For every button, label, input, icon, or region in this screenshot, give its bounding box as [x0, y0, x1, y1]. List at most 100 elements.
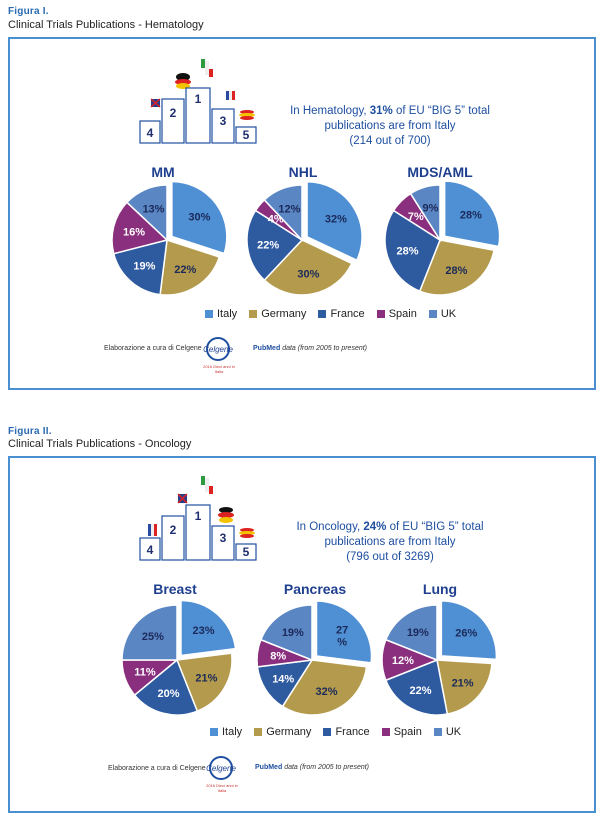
pie-data-label: 27%	[336, 624, 348, 648]
legend-item-france: France	[323, 726, 370, 738]
germany-flag-icon	[218, 507, 234, 523]
podium-rank-3: 3	[220, 531, 227, 545]
pie-data-label: 32%	[316, 686, 338, 698]
figure-2-credit: Elaborazione a cura di Celgene	[108, 765, 206, 772]
celgene-logo-subtitle: 2016 Dieci anni in Italia	[203, 364, 235, 374]
pie-data-label: 28%	[397, 246, 419, 258]
pie-chart-mm: 30% 22% 19% 16% 13%	[111, 180, 228, 296]
pie-slice-italy	[171, 180, 228, 255]
france-flag-icon	[226, 91, 235, 100]
pie-slice-germany	[436, 659, 493, 715]
chart-title-mm: MM	[151, 164, 175, 180]
pie-slice-france	[384, 209, 441, 293]
pie-chart-breast: 23% 21% 20%11% 25%	[121, 599, 237, 716]
pie-data-label: 25%	[142, 631, 164, 643]
figure-2-subtitle: Clinical Trials Publications - Oncology	[8, 438, 192, 450]
pie-data-label: 22%	[257, 239, 279, 251]
pie-data-label: 19%	[282, 627, 304, 639]
figure-1-message: In Hematology, 31% of EU “BIG 5” total p…	[290, 105, 490, 147]
figure-1-subtitle: Clinical Trials Publications - Hematolog…	[8, 19, 204, 31]
celgene-logo-icon: Celgene	[203, 337, 233, 361]
pie-chart-pancreas: 27 % 32% 14% 8% 19%	[256, 600, 373, 716]
pie-data-label: 13%	[142, 204, 164, 216]
pie-slice-germany	[263, 239, 353, 296]
pie-data-label: 19%	[133, 261, 155, 273]
pie-chart-mds-aml: 28% 28% 28% 7%9%	[384, 180, 501, 296]
figure-1-panel	[8, 37, 596, 390]
pie-data-label: 9%	[423, 202, 439, 214]
spain-flag-icon	[239, 528, 255, 538]
pie-chart-lung: 26% 21% 22% 12% 19%	[381, 600, 498, 716]
figure-2-label: Figura II.	[8, 426, 52, 437]
pie-data-label: 7%	[408, 211, 424, 223]
germany-flag-icon	[175, 73, 191, 89]
pie-slice-france	[384, 658, 449, 716]
pie-data-label: 30%	[188, 211, 210, 223]
pie-slice-spain	[111, 201, 169, 255]
france-flag-icon	[148, 524, 157, 536]
legend-item-germany: Germany	[254, 726, 311, 738]
legend-item-uk: UK	[428, 308, 456, 320]
pie-slice-france	[112, 238, 168, 296]
italy-flag-icon	[201, 476, 213, 494]
figure-2-message: In Oncology, 24% of EU “BIG 5” total pub…	[296, 521, 484, 563]
pie-slice-uk	[409, 184, 441, 243]
podium-rank-5: 5	[243, 545, 250, 559]
pie-slice-uk	[125, 184, 168, 242]
podium-rank-1: 1	[195, 509, 202, 523]
pie-slice-uk	[384, 604, 438, 662]
chart-title-pancreas: Pancreas	[283, 581, 347, 597]
pie-slice-germany	[418, 239, 495, 296]
pie-slice-uk	[259, 604, 313, 662]
pie-data-label: 12%	[278, 203, 300, 215]
pie-slice-italy	[443, 180, 501, 248]
figure-1-podium: 4 2 1 3 5	[139, 59, 257, 144]
pie-data-label: 19%	[407, 627, 429, 639]
spain-flag-icon	[239, 110, 255, 120]
legend-item-germany: Germany	[249, 308, 306, 320]
figure-1-credit: Elaborazione a cura di Celgene	[104, 345, 202, 352]
celgene-logo-subtitle: 2016 Dieci anni in Italia	[206, 783, 238, 793]
legend-item-italy: Italy	[210, 726, 242, 738]
pie-slice-france	[133, 658, 199, 716]
chart-title-breast: Breast	[153, 581, 197, 597]
figure-2-legend: Italy Germany France Spain UK	[210, 726, 461, 738]
pie-data-label: 32%	[325, 214, 347, 226]
legend-item-italy: Italy	[205, 308, 237, 320]
svg-text:Celgene: Celgene	[206, 764, 236, 773]
legend-item-spain: Spain	[376, 308, 417, 320]
pie-data-label: 8%	[270, 651, 286, 663]
svg-text:Celgene: Celgene	[203, 345, 233, 354]
pie-slice-germany	[159, 239, 221, 296]
pie-data-label: 21%	[195, 672, 217, 684]
pie-data-label: 22%	[410, 685, 432, 697]
podium-rank-3: 3	[220, 114, 227, 128]
pie-slice-uk	[263, 184, 303, 242]
podium-rank-1: 1	[195, 92, 202, 106]
figure-1-pubmed: PubMed data (from 2005 to present)	[253, 345, 368, 352]
chart-title-mds-aml: MDS/AML	[407, 164, 473, 180]
celgene-logo-icon: Celgene	[206, 756, 236, 780]
figure-1-legend: Italy Germany France Spain UK	[205, 308, 456, 320]
pie-chart-nhl: 32%30%22%4%12%	[246, 181, 363, 296]
figure-2-podium: 4 2 1 3 5	[139, 476, 257, 561]
podium-rank-2: 2	[170, 523, 177, 537]
figure-2-panel	[8, 456, 596, 813]
pie-slice-italy	[306, 181, 363, 262]
pie-data-label: 16%	[123, 227, 145, 239]
legend-item-spain: Spain	[381, 726, 422, 738]
italy-flag-icon	[201, 59, 213, 77]
legend-item-uk: UK	[433, 726, 461, 738]
legend-item-france: France	[318, 308, 365, 320]
pie-slice-germany	[175, 652, 233, 713]
pie-slice-italy	[315, 600, 373, 664]
pie-data-label: 20%	[158, 688, 180, 700]
podium-rank-4: 4	[147, 543, 154, 557]
pie-data-label: 14%	[272, 673, 294, 685]
pie-slice-uk	[121, 604, 178, 661]
pie-data-label: 28%	[445, 265, 467, 277]
pie-data-label: 12%	[392, 655, 414, 667]
uk-flag-icon	[150, 98, 161, 108]
pie-data-label: 28%	[460, 209, 482, 221]
pie-data-label: 11%	[134, 667, 156, 679]
